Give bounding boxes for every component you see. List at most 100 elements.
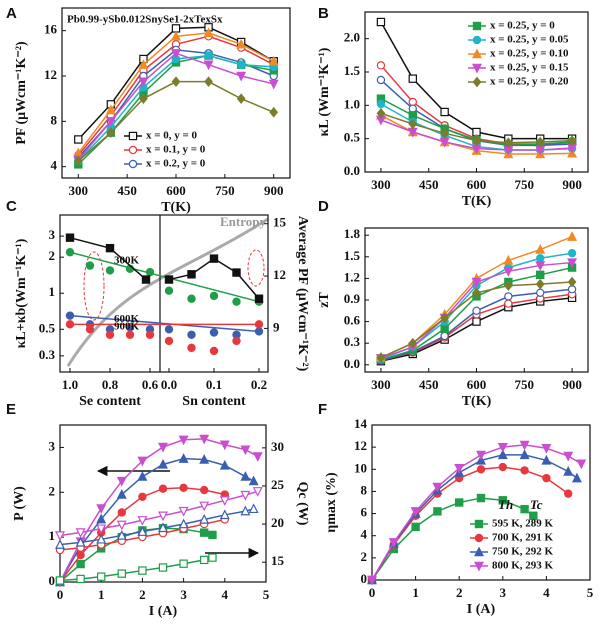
legend-label: x = 0.25, y = 0 xyxy=(490,20,555,32)
marker xyxy=(542,473,551,483)
marker xyxy=(117,508,127,517)
marker xyxy=(497,449,508,460)
marker xyxy=(209,254,219,263)
y-tick-label: 2 xyxy=(361,549,368,564)
marker xyxy=(268,55,279,66)
marker xyxy=(503,254,514,265)
axis-label: I (A) xyxy=(149,604,178,619)
marker xyxy=(498,496,508,505)
marker xyxy=(254,320,264,329)
y2-tick-label: 15 xyxy=(273,215,287,230)
x-tick-label: 5 xyxy=(587,585,594,600)
marker xyxy=(536,254,545,263)
marker xyxy=(440,312,450,324)
marker xyxy=(236,71,247,82)
legend-label: x = 0.25, y = 0.05 xyxy=(490,34,569,46)
marker xyxy=(536,288,545,297)
axis-label: P (W) xyxy=(12,486,27,521)
axis-label: T(K) xyxy=(462,194,492,209)
marker xyxy=(138,59,149,69)
x-tick-label: 0.1 xyxy=(206,377,222,392)
marker xyxy=(178,518,189,529)
marker xyxy=(476,465,486,474)
y-tick-label: 4 xyxy=(51,158,58,173)
marker xyxy=(567,248,577,258)
marker xyxy=(474,561,484,572)
x-tick-label: 1 xyxy=(412,585,419,600)
marker xyxy=(76,559,85,569)
highlight-ellipse xyxy=(247,249,265,287)
marker xyxy=(116,520,127,531)
x-tick-label: 5 xyxy=(263,587,270,602)
x-tick-label: 750 xyxy=(215,183,235,198)
x-tick-label: 300 xyxy=(371,377,391,392)
y-tick-label: 0.0 xyxy=(344,356,360,371)
marker xyxy=(563,451,574,462)
marker xyxy=(199,485,209,495)
marker xyxy=(410,507,421,517)
axis-label: T(K) xyxy=(161,200,191,215)
marker xyxy=(236,93,246,105)
legend-label: x = 0.25, y = 0.20 xyxy=(490,76,569,88)
marker xyxy=(105,243,115,253)
marker xyxy=(187,294,196,303)
marker xyxy=(567,231,578,241)
marker xyxy=(252,452,263,462)
x-tick-label: 3 xyxy=(500,585,507,600)
marker xyxy=(55,539,65,549)
marker xyxy=(145,330,155,339)
marker xyxy=(472,63,482,74)
marker xyxy=(128,145,138,155)
axis-label: Se content xyxy=(79,394,141,409)
y-tick-label: 4 xyxy=(361,527,368,542)
x-tick-label: 0 xyxy=(369,585,376,600)
marker xyxy=(96,572,106,581)
x-tick-label: 450 xyxy=(419,177,439,192)
marker xyxy=(504,299,513,308)
marker xyxy=(187,270,196,279)
marker xyxy=(240,471,251,481)
marker xyxy=(106,127,116,139)
marker xyxy=(498,462,507,472)
marker xyxy=(541,454,552,465)
marker xyxy=(199,501,210,512)
y-tick-label: 0.3 xyxy=(39,347,56,362)
marker xyxy=(455,498,464,507)
marker xyxy=(535,278,545,290)
plot-frame xyxy=(59,424,267,583)
marker xyxy=(376,99,386,109)
marker xyxy=(85,261,95,270)
panel-letter: F xyxy=(318,401,327,418)
x-tick-label: 600 xyxy=(467,377,487,392)
marker xyxy=(472,48,482,59)
marker xyxy=(138,77,149,88)
axis-label: κL+κb(Wm⁻¹K⁻¹) xyxy=(14,238,29,348)
x-tick-label: 600 xyxy=(467,177,487,192)
marker xyxy=(200,528,209,537)
axis-label: T(K) xyxy=(462,394,492,409)
x-tick-label: 2 xyxy=(456,585,463,600)
marker xyxy=(138,492,147,501)
marker xyxy=(158,522,168,533)
marker xyxy=(145,267,155,277)
marker xyxy=(472,287,481,299)
marker xyxy=(96,504,107,514)
y-tick-label: 0.9 xyxy=(344,291,361,306)
x-tick-label: 4 xyxy=(222,587,229,602)
marker xyxy=(204,76,213,88)
marker xyxy=(179,483,188,492)
marker xyxy=(529,511,538,520)
marker xyxy=(219,496,230,506)
marker xyxy=(440,127,450,139)
marker xyxy=(232,336,241,346)
y-tick-label: 8 xyxy=(361,482,368,497)
marker xyxy=(203,27,214,38)
marker xyxy=(571,472,582,483)
marker xyxy=(137,456,148,467)
x-tick-label: 450 xyxy=(117,183,137,198)
marker xyxy=(376,61,386,70)
marker xyxy=(105,266,115,275)
entropy-curve xyxy=(66,217,269,367)
marker xyxy=(74,135,83,144)
series-line xyxy=(59,438,259,583)
